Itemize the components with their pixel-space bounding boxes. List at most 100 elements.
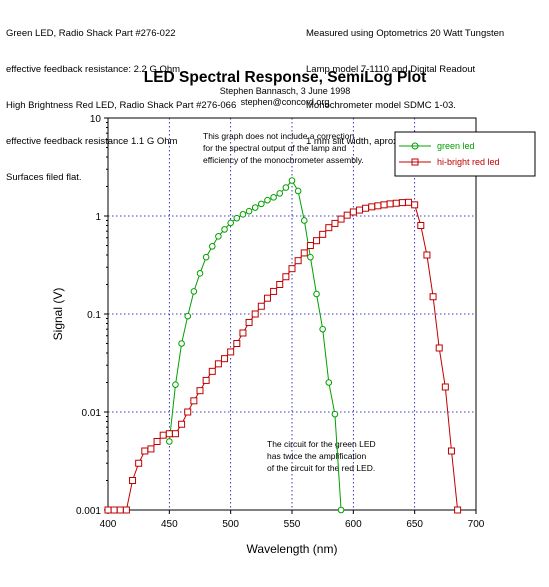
green-led-point: [221, 226, 228, 233]
hi-bright-red-led-point: [257, 302, 265, 310]
hi-bright-red-led-point: [374, 202, 382, 210]
note-line: effective feedback resistance: 2.2 G Ohm: [6, 64, 181, 75]
hi-bright-red-led-point: [239, 329, 247, 337]
hi-bright-red-led-point: [202, 376, 210, 384]
note-line: Monochrometer model SDMC 1-03.: [306, 100, 456, 111]
y-tick-label: 10: [90, 114, 102, 125]
hi-bright-red-led-point: [454, 506, 462, 514]
hi-bright-red-led-point: [141, 447, 149, 455]
hi-bright-red-led-point: [306, 242, 314, 250]
green-led-point: [331, 410, 339, 418]
hi-bright-red-led-point: [129, 476, 137, 484]
header-notes-left: Green LED, Radio Shack Part #276-022 eff…: [6, 4, 236, 196]
note-amplification-line-1: The circuit for the green LED: [267, 439, 376, 449]
hi-bright-red-led-point: [165, 430, 173, 438]
green-led-point: [184, 312, 192, 320]
hi-bright-red-led-point: [245, 318, 253, 326]
hi-bright-red-led-point: [227, 348, 235, 356]
hi-bright-red-led-point: [171, 430, 179, 438]
hi-bright-red-led-point: [214, 360, 222, 368]
hi-bright-red-led-point: [122, 506, 130, 514]
axis-ticks: 400 450 500 550 600 650 700 0.001 0.01 0.1 1 10: [76, 114, 485, 530]
hi-bright-red-led-point: [263, 294, 271, 302]
green-led-point: [251, 204, 259, 211]
green-led-point: [319, 325, 326, 333]
hi-bright-red-led-point: [447, 447, 455, 455]
x-tick-label: 500: [222, 519, 239, 530]
hi-bright-red-led-point: [270, 287, 278, 295]
green-led-point: [264, 196, 271, 204]
hi-bright-red-led-point: [251, 310, 259, 318]
hi-bright-red-led-point: [325, 224, 333, 232]
x-tick-label: 600: [345, 519, 362, 530]
hi-bright-red-led-point: [349, 208, 357, 216]
hi-bright-red-led-point: [355, 206, 363, 214]
hi-bright-red-led-point: [288, 265, 296, 273]
hi-bright-red-led-point: [178, 420, 186, 428]
note-line: Measured using Optometrics 20 Watt Tungs…: [306, 28, 505, 39]
x-tick-label: 400: [100, 519, 117, 530]
y-tick-label: 0.001: [76, 506, 101, 517]
green-led-point: [196, 270, 204, 277]
note-line: High Brightness Red LED, Radio Shack Par…: [6, 100, 237, 111]
green-led-point: [227, 219, 234, 227]
green-led-point: [233, 214, 241, 222]
hi-bright-red-led-point: [429, 293, 437, 301]
hi-bright-red-led-point: [417, 221, 425, 229]
hi-bright-red-led-point: [405, 198, 413, 206]
legend-green-marker: [411, 142, 419, 150]
green-led-point: [307, 253, 314, 261]
hi-bright-red-led-point: [190, 397, 198, 405]
hi-bright-red-led-point: [313, 237, 321, 245]
note-correction-line-3: efficiency of the monochrometer assembly…: [203, 155, 364, 165]
x-tick-label: 650: [406, 519, 423, 530]
hi-bright-red-led-point: [276, 280, 284, 288]
green-led-point: [294, 187, 302, 195]
green-led-point: [313, 290, 320, 298]
green-led-point: [288, 177, 296, 184]
green-led-point: [239, 211, 247, 218]
legend-green-label: green led: [437, 141, 475, 151]
hi-bright-red-led-point: [153, 438, 161, 446]
chart-subtitle-author: Stephen Bannasch, 3 June 1998: [220, 86, 351, 96]
hi-bright-red-led-point: [368, 203, 376, 211]
green-led-point: [245, 207, 253, 215]
green-led-point: [270, 194, 277, 201]
y-axis-title: Signal (V): [51, 288, 65, 341]
green-led-point: [178, 340, 185, 347]
hi-bright-red-led-point: [184, 408, 192, 416]
hi-bright-red-led-point: [380, 201, 388, 209]
x-axis-title: Wavelength (nm): [247, 542, 338, 556]
y-tick-label: 1: [95, 212, 101, 223]
hi-bright-red-led-point: [362, 204, 370, 212]
green-led-point: [276, 190, 284, 197]
chart-subtitle-email: stephen@concord.org: [241, 97, 330, 107]
y-tick-label: 0.1: [87, 310, 101, 321]
green-led-point: [337, 506, 345, 514]
y-tick-label: 0.01: [82, 408, 102, 419]
note-line: effective feedback resistance 1.1 G Ohm: [6, 136, 178, 147]
hi-bright-red-led-point: [135, 459, 143, 467]
hi-bright-red-led-point: [392, 199, 400, 207]
green-led-point: [208, 243, 216, 250]
green-led-point: [190, 288, 198, 295]
green-led-point: [215, 233, 222, 240]
hi-bright-red-led-point: [282, 273, 290, 281]
hi-bright-red-led-point: [221, 355, 229, 363]
hi-bright-red-led-point: [411, 201, 419, 209]
green-led-point: [172, 381, 179, 388]
hi-bright-red-led-point: [110, 506, 118, 514]
hi-bright-red-led-point: [116, 506, 124, 514]
hi-bright-red-led-point: [104, 506, 112, 514]
hi-bright-red-led-point: [319, 230, 327, 238]
hi-bright-red-led-point: [147, 445, 155, 453]
hi-bright-red-led-point: [398, 199, 406, 207]
note-line: Lamp model 7-1110 and Digital Readout: [306, 64, 476, 75]
hi-bright-red-led-point: [208, 367, 216, 375]
note-amplification-line-2: has twice the amplification: [267, 451, 366, 461]
plot-area: [107, 117, 477, 511]
legend-red-marker: [411, 158, 419, 166]
hi-bright-red-led-point: [196, 387, 204, 395]
green-led-point: [166, 438, 173, 445]
